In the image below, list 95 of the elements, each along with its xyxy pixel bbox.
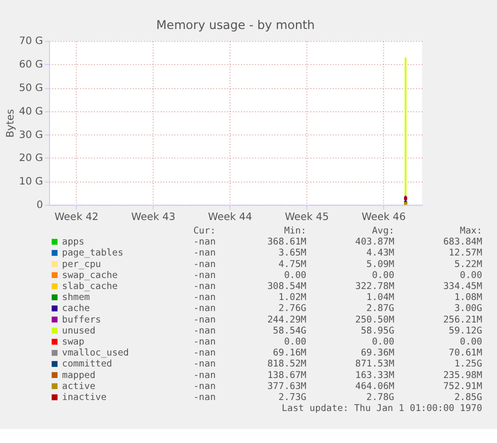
text: -nan [193,314,216,326]
x-tick-label: Week 44 [208,212,252,224]
text: 403.87M [355,236,395,248]
text: -nan [193,336,216,348]
text: 3.00G [454,303,482,314]
text: 1.02M [278,292,307,304]
legend-label: apps [62,236,84,248]
text: 2.73G [278,392,306,404]
text: -nan [193,292,216,304]
y-tick-label: 40 G [18,106,44,118]
text: 818.52M [267,358,307,370]
text: 163.33M [355,370,395,381]
legend-label: shmem [62,292,90,304]
text: 2.87G [366,303,394,314]
text: 5.09M [366,258,395,270]
text: 0.00 [372,336,394,348]
y-tick-label: 70 G [18,36,44,48]
legend-label: swap [62,336,84,348]
text: 368.61M [267,236,307,248]
text: 256.21M [443,314,483,326]
text: 69.36M [360,348,395,359]
text: Cur: [193,225,216,236]
x-tick-label: Week 43 [131,212,176,224]
y-tick-label: 50 G [18,83,44,94]
text: 308.54M [267,281,307,292]
text: 0.00 [284,336,306,348]
text: -nan [193,281,216,292]
text: -nan [193,380,216,392]
y-axis-title: Bytes [5,109,16,138]
text: 871.53M [355,358,395,370]
text: 138.67M [267,370,307,381]
legend-label: inactive [62,392,107,404]
text: -nan [193,370,216,381]
text: Min: [284,225,306,236]
text: 235.98M [443,370,483,381]
legend-label: vmalloc_used [62,348,129,359]
text: 12.57M [448,248,483,259]
text: -nan [193,392,216,404]
text: -nan [193,270,216,281]
text: 322.78M [355,281,395,292]
text: -nan [193,236,216,248]
text: -nan [193,258,216,270]
legend-label: mapped [62,370,96,381]
text: 69.16M [272,348,307,359]
legend-label: slab_cache [62,281,118,292]
text: 250.50M [355,314,395,326]
text: 3.65M [278,248,307,259]
legend-label: unused [62,325,96,336]
text: 752.91M [443,380,483,392]
text: 683.84M [443,236,483,248]
text: -nan [193,248,216,259]
y-tick-label: 30 G [18,130,44,141]
text: 2.78G [366,392,394,404]
text: 244.29M [267,314,307,326]
text: -nan [193,358,216,370]
legend-label: swap_cache [62,270,118,281]
text: 4.75M [278,258,307,270]
x-tick-label: Week 42 [54,212,98,224]
x-tick-label: Week 45 [284,212,329,224]
y-tick-label: 60 G [18,60,44,71]
text: -nan [193,348,216,359]
text: -nan [193,325,216,336]
text: 0.00 [372,270,394,281]
text: 1.04M [366,292,395,304]
legend-label: committed [62,358,112,370]
legend-label: cache [62,303,90,314]
text: 59.12G [448,325,482,336]
text: 58.95G [360,325,394,336]
text: 2.76G [278,303,306,314]
text: -nan [193,303,216,314]
legend-label: active [62,380,96,392]
y-tick-label: 20 G [18,153,44,164]
text: 4.43M [366,248,395,259]
text: 0.00 [460,270,482,281]
legend-label: per_cpu [62,258,101,270]
text: 2.85G [454,392,482,404]
y-tick-label: 10 G [18,176,44,188]
text: Last update: Thu Jan 1 01:00:00 1970 [282,403,482,414]
x-tick-label: Week 46 [362,212,406,224]
chart-title: Memory usage - by month [156,18,315,32]
text: 70.61M [448,348,483,359]
text: 1.25G [454,358,482,370]
text: 464.06M [355,380,395,392]
legend-label: buffers [62,314,101,326]
text: 5.22M [454,258,483,270]
y-tick-label: 0 [36,200,44,212]
legend-label: page_tables [62,248,124,259]
text: 0.00 [284,270,306,281]
text: 1.08M [454,292,483,304]
text: 334.45M [443,281,483,292]
text: Max: [460,225,482,236]
text: Avg: [372,225,394,236]
text: 58.54G [272,325,306,336]
text: 377.63M [267,380,307,392]
text: 0.00 [460,336,482,348]
